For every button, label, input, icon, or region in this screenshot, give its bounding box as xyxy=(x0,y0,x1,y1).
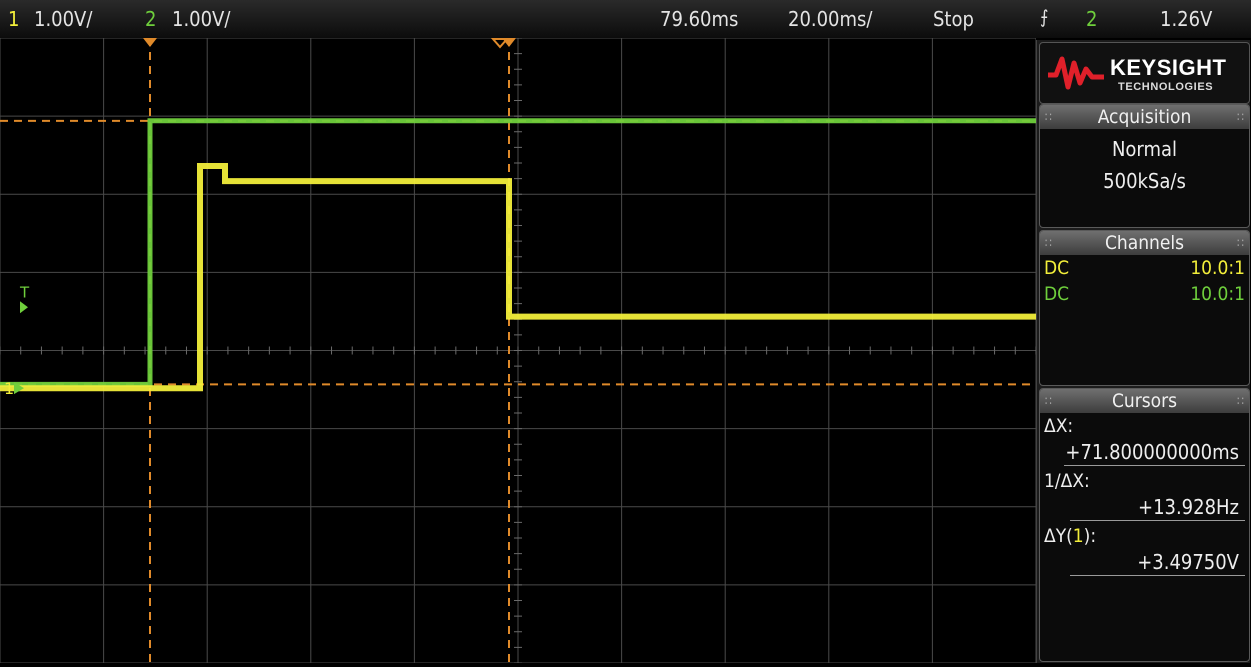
channel-2-number[interactable]: 2 xyxy=(145,7,157,31)
cursor-marker-icon xyxy=(143,38,157,47)
channel-1-number[interactable]: 1 xyxy=(8,7,20,31)
grip-icon: ∷ xyxy=(1237,110,1244,124)
trigger-level[interactable]: 1.26V xyxy=(1160,7,1213,31)
grip-icon: ∷ xyxy=(1237,394,1244,408)
acquisition-rate: 500kSa/s xyxy=(1103,169,1186,193)
delta-y-label-prefix: ΔY( xyxy=(1044,525,1073,547)
side-panel: KEYSIGHT TECHNOLOGIES ∷ Acquisition ∷ No… xyxy=(1036,40,1250,663)
grip-icon: ∷ xyxy=(1237,236,1244,250)
channels-section[interactable]: ∷ Channels ∷ DC 10.0:1 DC 10.0:1 xyxy=(1039,230,1250,386)
channel-2-coupling: DC xyxy=(1044,283,1070,305)
brand-logo: KEYSIGHT TECHNOLOGIES xyxy=(1039,42,1250,104)
channel-1-coupling: DC xyxy=(1044,257,1070,279)
delta-x-value: +71.800000000ms xyxy=(1064,439,1245,466)
rising-edge-icon: ⨍ xyxy=(1040,7,1049,28)
delta-y-label: ΔY(1): xyxy=(1040,523,1249,549)
horizontal-delay[interactable]: 79.60ms xyxy=(660,7,739,31)
timebase-scale[interactable]: 20.00ms/ xyxy=(788,7,873,31)
channel-1-ground-marker: 1 xyxy=(4,379,14,398)
acquisition-header[interactable]: ∷ Acquisition ∷ xyxy=(1040,105,1249,129)
run-state[interactable]: Stop xyxy=(933,7,974,31)
channel-2-trace xyxy=(0,118,1036,387)
delta-y-label-suffix: ): xyxy=(1083,525,1097,547)
delta-x-label: ΔX: xyxy=(1044,415,1074,437)
channel-2-probe: 10.0:1 xyxy=(1190,283,1245,305)
keysight-wave-icon xyxy=(1048,56,1104,90)
screen-markers: T1 xyxy=(4,283,30,398)
inverse-delta-x-value: +13.928Hz xyxy=(1070,494,1245,521)
channel-2-scale[interactable]: 1.00V/ xyxy=(172,7,231,31)
channel-2-row[interactable]: DC 10.0:1 xyxy=(1040,281,1249,307)
grip-icon: ∷ xyxy=(1045,110,1052,124)
brand-subtitle: TECHNOLOGIES xyxy=(1118,81,1214,93)
inverse-delta-x-label: 1/ΔX: xyxy=(1044,470,1090,492)
graticule xyxy=(0,38,1036,663)
trigger-source[interactable]: 2 xyxy=(1086,7,1098,31)
channel-1-scale[interactable]: 1.00V/ xyxy=(34,7,93,31)
acquisition-mode: Normal xyxy=(1111,137,1178,161)
channel-2-ground-icon xyxy=(14,382,24,395)
channel-1-probe: 10.0:1 xyxy=(1190,257,1245,279)
delay-marker-icon xyxy=(490,38,510,49)
delta-y-channel: 1 xyxy=(1072,525,1084,547)
channel-1-trace xyxy=(0,163,1036,392)
trigger-arrow-icon xyxy=(20,301,28,314)
channels-title: Channels xyxy=(1104,232,1185,254)
cursors-section[interactable]: ∷ Cursors ∷ ΔX: +71.800000000ms 1/ΔX: +1… xyxy=(1039,388,1250,662)
acquisition-section[interactable]: ∷ Acquisition ∷ Normal 500kSa/s xyxy=(1039,104,1250,228)
traces xyxy=(0,118,1036,392)
waveform-plot: T1 xyxy=(0,38,1036,663)
acquisition-title: Acquisition xyxy=(1097,106,1192,128)
grip-icon: ∷ xyxy=(1045,236,1052,250)
delta-y-value: +3.49750V xyxy=(1070,549,1245,576)
channels-header[interactable]: ∷ Channels ∷ xyxy=(1040,231,1249,255)
grip-icon: ∷ xyxy=(1045,394,1052,408)
channel-1-row[interactable]: DC 10.0:1 xyxy=(1040,255,1249,281)
trigger-level-marker: T xyxy=(19,283,30,301)
brand-name: KEYSIGHT xyxy=(1110,55,1227,80)
cursors-header[interactable]: ∷ Cursors ∷ xyxy=(1040,389,1249,413)
status-bar: 1 1.00V/ 2 1.00V/ 79.60ms 20.00ms/ Stop … xyxy=(0,0,1251,38)
cursors-title: Cursors xyxy=(1111,390,1178,412)
